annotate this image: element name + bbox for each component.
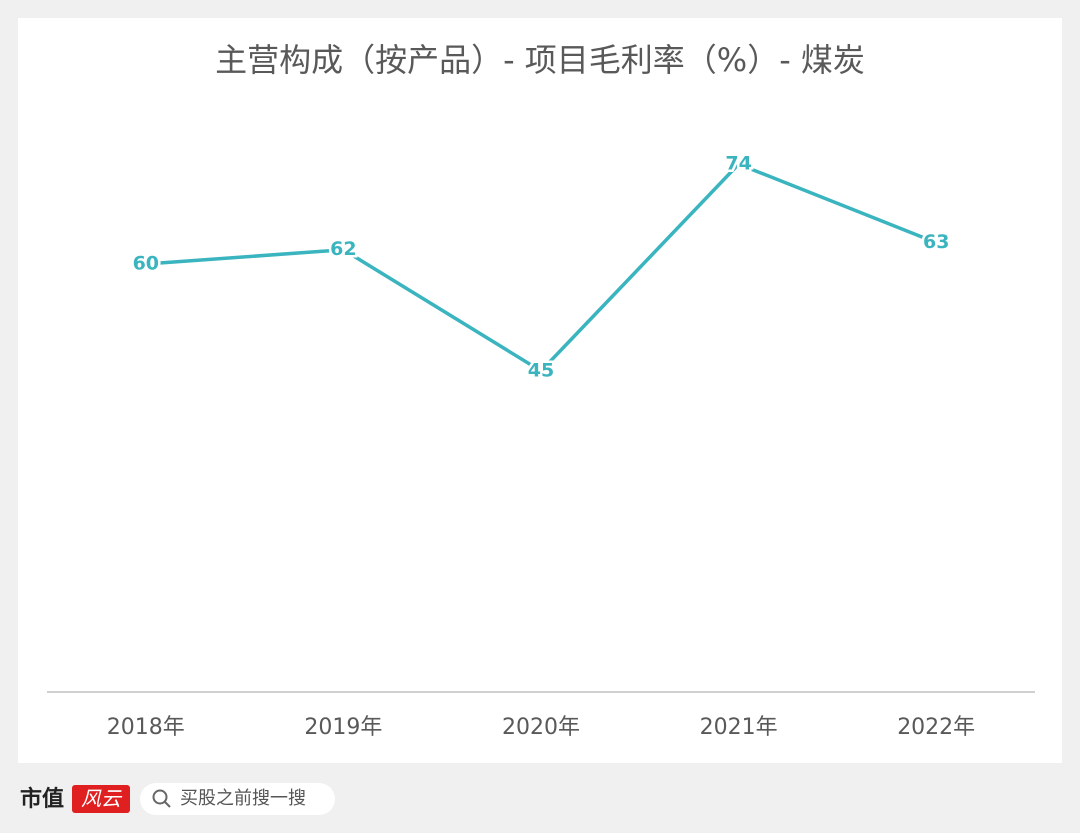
x-tick-label: 2020年 [502, 715, 580, 740]
data-label: 63 [923, 231, 949, 253]
search-box[interactable] [140, 783, 335, 815]
line [145, 162, 937, 373]
data-label: 62 [330, 238, 356, 260]
data-label: 74 [725, 153, 751, 175]
search-icon [152, 789, 168, 805]
data-label: 60 [133, 253, 159, 275]
search-icon-handle [164, 801, 171, 808]
data-label: 45 [528, 360, 554, 382]
x-tick-label: 2018年 [107, 715, 185, 740]
x-tick-label: 2019年 [304, 715, 382, 740]
logo-box [72, 785, 130, 813]
brand: 市值 [20, 786, 64, 812]
logo: 风云 [81, 787, 123, 811]
x-tick-label: 2022年 [897, 715, 975, 740]
search-text[interactable]: 买股之前搜一搜 [180, 788, 306, 809]
chart-card [18, 18, 1062, 763]
chart-title: 主营构成（按产品）- 项目毛利率（%）- 煤炭 [215, 41, 865, 79]
x-tick-label: 2021年 [700, 715, 778, 740]
